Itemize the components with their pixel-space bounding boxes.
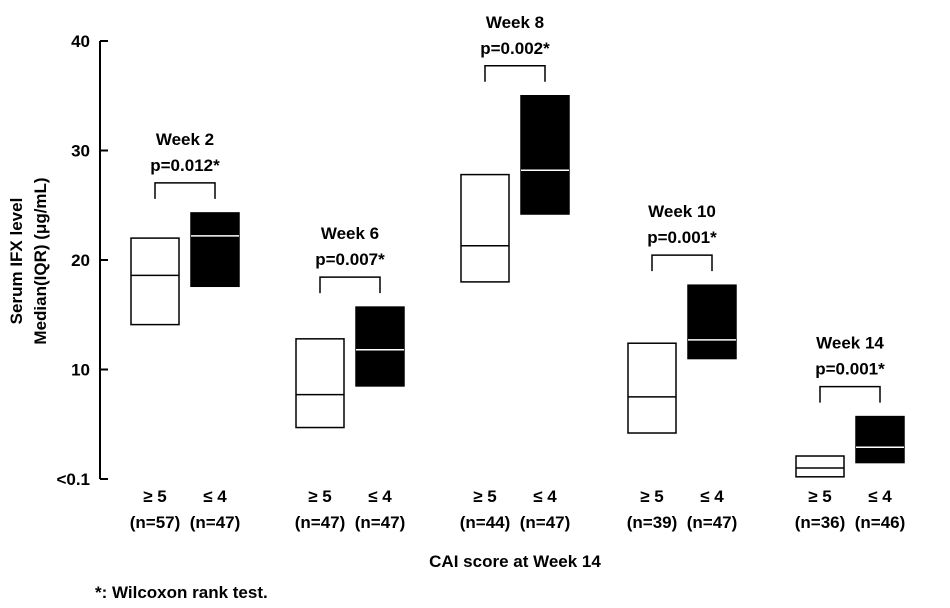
significance-bracket [154, 182, 216, 199]
x-axis-label: CAI score at Week 14 [429, 552, 601, 571]
significance-bracket [651, 254, 713, 272]
box-group: ≥ 5 (n=47) ≤ 4 (n=47) p=0.007* Week 6 [295, 224, 406, 532]
category-label: ≤ 4 [700, 487, 724, 506]
n-label: (n=36) [795, 513, 846, 532]
n-label: (n=47) [687, 513, 738, 532]
week-label: Week 10 [648, 202, 716, 221]
y-tick-label: 20 [71, 251, 90, 270]
iqr-box [130, 237, 180, 326]
box-group: ≥ 5 (n=57) ≤ 4 (n=47) p=0.012* Week 2 [130, 130, 241, 532]
p-value-label: p=0.007* [315, 250, 385, 269]
iqr-box [190, 212, 240, 288]
box-group: ≥ 5 (n=36) ≤ 4 (n=46) p=0.001* Week 14 [795, 334, 906, 532]
category-label: ≥ 5 [640, 487, 664, 506]
box-group: ≥ 5 (n=39) ≤ 4 (n=47) p=0.001* Week 10 [627, 202, 738, 532]
p-value-label: p=0.001* [647, 228, 717, 247]
iqr-box [520, 95, 570, 215]
n-label: (n=39) [627, 513, 678, 532]
week-label: Week 14 [816, 334, 884, 353]
plot-area: ≥ 5 (n=57) ≤ 4 (n=47) p=0.012* Week 2 ≥ 5 (n=47… [130, 13, 906, 532]
y-tick-label: <0.1 [56, 470, 90, 489]
y-tick-label: 30 [71, 142, 90, 161]
box-group: ≥ 5 (n=44) ≤ 4 (n=47) p=0.002* Week 8 [460, 13, 571, 532]
significance-bracket [819, 385, 881, 403]
y-ticks: <0.1 10 20 30 40 [56, 32, 108, 489]
category-label: ≤ 4 [368, 487, 392, 506]
iqr-box [795, 455, 845, 478]
significance-bracket [319, 276, 381, 294]
category-label: ≤ 4 [533, 487, 557, 506]
iqr-box [295, 338, 345, 429]
category-label: ≥ 5 [143, 487, 167, 506]
category-label: ≥ 5 [808, 487, 832, 506]
n-label: (n=46) [855, 513, 906, 532]
category-label: ≤ 4 [868, 487, 892, 506]
n-label: (n=44) [460, 513, 511, 532]
y-axis-label-line2: Median(IQR) (μg/mL) [31, 177, 50, 344]
category-label: ≥ 5 [308, 487, 332, 506]
week-label: Week 6 [321, 224, 379, 243]
n-label: (n=57) [130, 513, 181, 532]
iqr-box [355, 306, 405, 387]
p-value-label: p=0.002* [480, 39, 550, 58]
n-label: (n=47) [520, 513, 571, 532]
y-tick-label: 40 [71, 32, 90, 51]
y-axis-label-line1: Serum IFX level [7, 198, 26, 325]
iqr-box [855, 415, 905, 464]
iqr-box [460, 173, 510, 283]
n-label: (n=47) [355, 513, 406, 532]
week-label: Week 8 [486, 13, 544, 32]
n-label: (n=47) [190, 513, 241, 532]
footnote: *: Wilcoxon rank test. [95, 583, 268, 602]
iqr-box [627, 342, 677, 434]
iqr-box [687, 284, 737, 360]
category-label: ≤ 4 [203, 487, 227, 506]
n-label: (n=47) [295, 513, 346, 532]
week-label: Week 2 [156, 130, 214, 149]
p-value-label: p=0.001* [815, 360, 885, 379]
significance-bracket [484, 65, 546, 82]
y-tick-label: 10 [71, 361, 90, 380]
p-value-label: p=0.012* [150, 156, 220, 175]
category-label: ≥ 5 [473, 487, 497, 506]
